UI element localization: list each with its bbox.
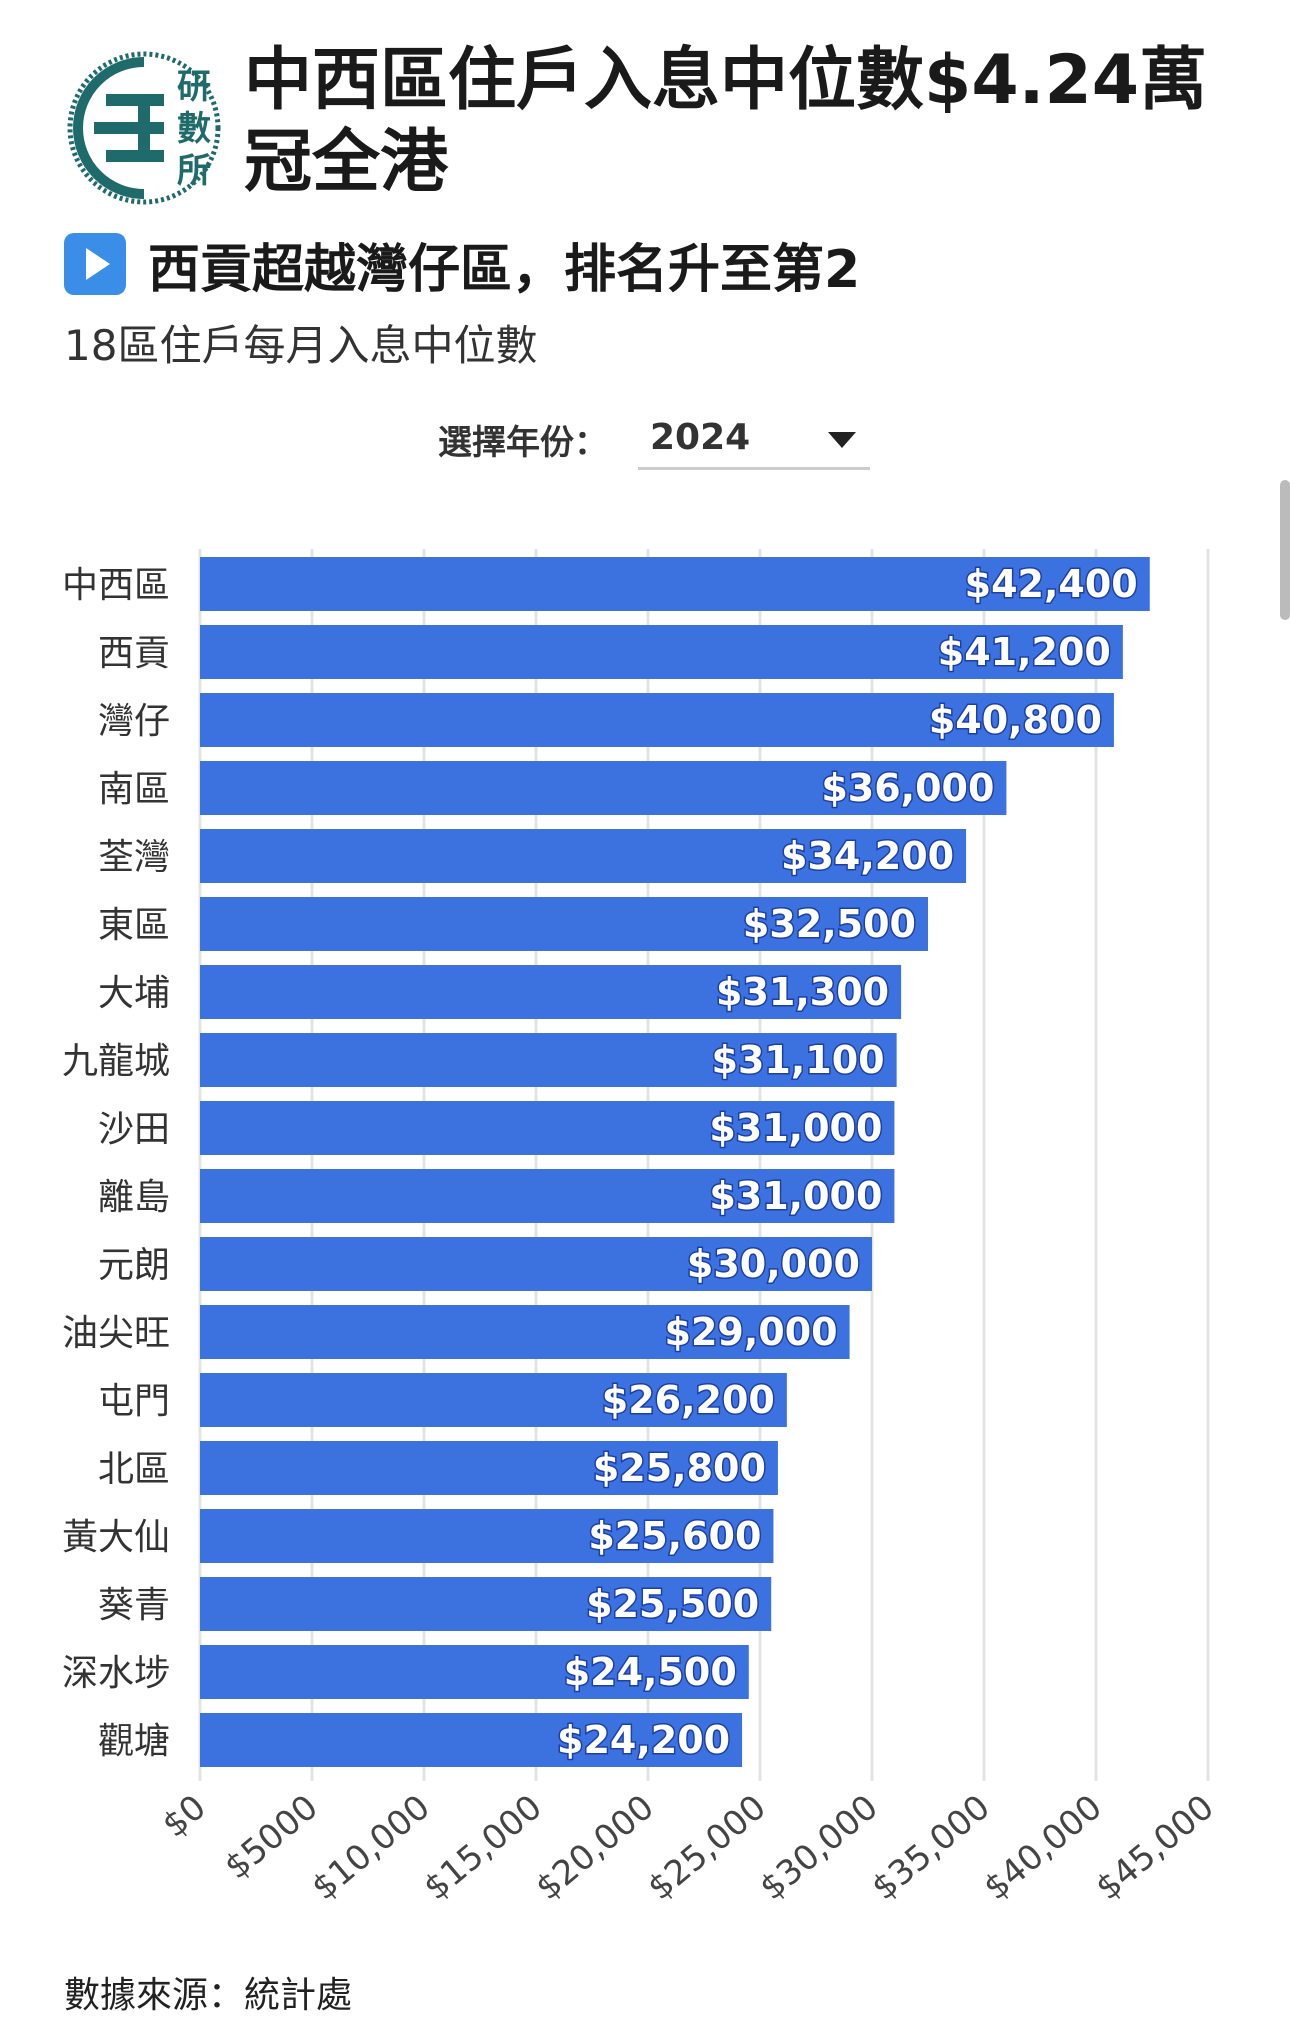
scrollbar[interactable] (1280, 480, 1290, 620)
value-label: $31,100 (712, 1038, 885, 1082)
value-label: $25,600 (588, 1514, 761, 1558)
bar (200, 1305, 850, 1359)
bar (200, 1169, 895, 1223)
category-label: 北區 (98, 1449, 170, 1490)
value-label: $30,000 (687, 1242, 860, 1286)
category-label: 黃大仙 (62, 1517, 170, 1558)
category-label: 元朗 (98, 1245, 170, 1286)
value-label: $25,800 (593, 1446, 766, 1490)
bar (200, 1713, 743, 1767)
category-label: 中西區 (62, 565, 170, 606)
category-label: 荃灣 (98, 837, 170, 878)
bar (200, 1033, 897, 1087)
chart-description: 18區住戶每月入息中位數 (64, 321, 538, 370)
value-label: $41,200 (938, 630, 1111, 674)
x-tick-label: $15,000 (416, 1787, 549, 1908)
category-label: 南區 (98, 769, 170, 810)
value-label: $24,200 (557, 1718, 730, 1762)
year-dropdown[interactable]: 2024 (638, 408, 870, 470)
category-label: 九龍城 (62, 1041, 170, 1082)
year-dropdown-value: 2024 (650, 417, 751, 458)
bar (200, 1441, 778, 1495)
value-label: $31,000 (709, 1106, 882, 1150)
bar (200, 557, 1150, 611)
bar (200, 829, 967, 883)
year-selector: 選擇年份： 2024 (438, 406, 870, 472)
value-label: $29,000 (665, 1310, 838, 1354)
value-label: $32,500 (743, 902, 916, 946)
subtitle-row: 西貢超越灣仔區，排名升至第2 (64, 228, 860, 300)
value-label: $31,000 (709, 1174, 882, 1218)
category-label: 屯門 (98, 1381, 170, 1422)
bar (200, 1237, 872, 1291)
bar (200, 761, 1007, 815)
chevron-down-icon[interactable] (828, 432, 856, 448)
category-label: 觀塘 (98, 1721, 170, 1762)
x-tick-label: $10,000 (304, 1787, 437, 1908)
logo-char-2: 數 (177, 109, 211, 149)
x-tick-label: $45,000 (1088, 1787, 1221, 1908)
value-label: $40,800 (929, 698, 1102, 742)
bar (200, 625, 1123, 679)
value-label: $31,300 (716, 970, 889, 1014)
bar (200, 1101, 895, 1155)
logo-icon: 研 數 所 (67, 51, 221, 205)
value-label: $36,000 (821, 766, 994, 810)
x-tick-label: $0 (155, 1787, 214, 1845)
logo-char-3: 所 (177, 151, 211, 191)
year-selector-label: 選擇年份： (438, 422, 608, 463)
x-tick-label: $20,000 (528, 1787, 661, 1908)
play-icon (64, 233, 126, 295)
value-label: $26,200 (602, 1378, 775, 1422)
category-label: 葵青 (98, 1585, 170, 1626)
header: 研 數 所 中西區住戶入息中位數$4.24萬冠全港 (64, 40, 1254, 210)
value-label: $25,500 (586, 1582, 759, 1626)
bar (200, 1509, 774, 1563)
x-tick-label: $25,000 (640, 1787, 773, 1908)
category-label: 西貢 (98, 633, 170, 674)
category-label: 沙田 (98, 1109, 170, 1150)
category-label: 油尖旺 (62, 1313, 170, 1354)
x-tick-label: $30,000 (752, 1787, 885, 1908)
value-label: $34,200 (781, 834, 954, 878)
bar (200, 897, 928, 951)
category-label: 大埔 (98, 973, 170, 1014)
subtitle: 西貢超越灣仔區，排名升至第2 (148, 239, 861, 300)
x-tick-label: $35,000 (864, 1787, 997, 1908)
bar (200, 1645, 749, 1699)
category-label: 東區 (98, 905, 170, 946)
category-label: 灣仔 (98, 701, 170, 742)
bar (200, 965, 902, 1019)
value-label: $42,400 (965, 562, 1138, 606)
category-label: 離島 (98, 1177, 170, 1218)
x-tick-label: $40,000 (976, 1787, 1109, 1908)
data-source: 數據來源：統計處 (64, 1975, 353, 2016)
logo-char-1: 研 (177, 67, 211, 107)
bar-chart: 中西區 $42,400 西貢 $41,200 灣仔 $40,800 南區 $36,000 荃灣 $… (62, 549, 1222, 1908)
value-label: $24,500 (564, 1650, 737, 1694)
page-title: 中西區住戶入息中位數$4.24萬冠全港 (244, 41, 1208, 202)
bar (200, 693, 1114, 747)
category-label: 深水埗 (62, 1653, 170, 1694)
bar (200, 1577, 772, 1631)
bar (200, 1373, 787, 1427)
